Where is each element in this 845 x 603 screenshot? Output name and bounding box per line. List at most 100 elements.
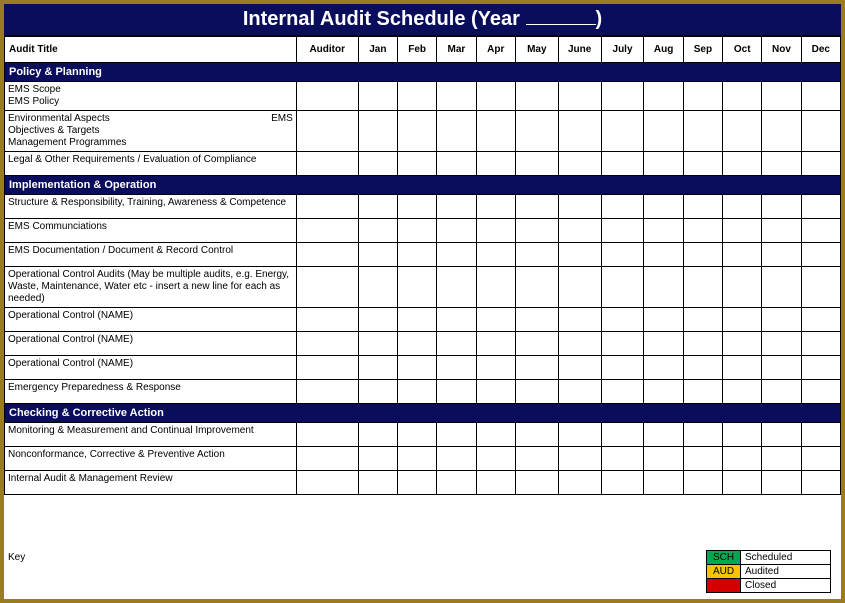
month-cell[interactable] — [801, 243, 840, 267]
month-cell[interactable] — [437, 471, 476, 495]
month-cell[interactable] — [476, 111, 515, 152]
month-cell[interactable] — [358, 447, 397, 471]
month-cell[interactable] — [644, 82, 683, 111]
month-cell[interactable] — [601, 447, 644, 471]
month-cell[interactable] — [801, 332, 840, 356]
month-cell[interactable] — [801, 423, 840, 447]
month-cell[interactable] — [437, 243, 476, 267]
month-cell[interactable] — [437, 308, 476, 332]
month-cell[interactable] — [558, 195, 601, 219]
month-cell[interactable] — [644, 332, 683, 356]
month-cell[interactable] — [683, 219, 722, 243]
month-cell[interactable] — [476, 219, 515, 243]
month-cell[interactable] — [644, 152, 683, 176]
month-cell[interactable] — [515, 308, 558, 332]
month-cell[interactable] — [723, 243, 762, 267]
month-cell[interactable] — [358, 111, 397, 152]
auditor-cell[interactable] — [296, 195, 358, 219]
month-cell[interactable] — [437, 111, 476, 152]
month-cell[interactable] — [397, 82, 436, 111]
month-cell[interactable] — [683, 243, 722, 267]
month-cell[interactable] — [358, 195, 397, 219]
month-cell[interactable] — [683, 267, 722, 308]
auditor-cell[interactable] — [296, 219, 358, 243]
month-cell[interactable] — [476, 423, 515, 447]
month-cell[interactable] — [723, 267, 762, 308]
month-cell[interactable] — [358, 423, 397, 447]
month-cell[interactable] — [558, 380, 601, 404]
month-cell[interactable] — [558, 82, 601, 111]
month-cell[interactable] — [397, 332, 436, 356]
month-cell[interactable] — [397, 243, 436, 267]
month-cell[interactable] — [476, 356, 515, 380]
month-cell[interactable] — [723, 380, 762, 404]
month-cell[interactable] — [358, 471, 397, 495]
month-cell[interactable] — [515, 471, 558, 495]
auditor-cell[interactable] — [296, 82, 358, 111]
month-cell[interactable] — [644, 267, 683, 308]
month-cell[interactable] — [723, 447, 762, 471]
month-cell[interactable] — [515, 195, 558, 219]
month-cell[interactable] — [683, 308, 722, 332]
month-cell[interactable] — [515, 152, 558, 176]
month-cell[interactable] — [601, 267, 644, 308]
month-cell[interactable] — [683, 471, 722, 495]
auditor-cell[interactable] — [296, 447, 358, 471]
month-cell[interactable] — [723, 219, 762, 243]
month-cell[interactable] — [437, 447, 476, 471]
month-cell[interactable] — [437, 82, 476, 111]
auditor-cell[interactable] — [296, 423, 358, 447]
month-cell[interactable] — [515, 219, 558, 243]
month-cell[interactable] — [762, 111, 801, 152]
month-cell[interactable] — [601, 219, 644, 243]
month-cell[interactable] — [358, 152, 397, 176]
month-cell[interactable] — [397, 219, 436, 243]
auditor-cell[interactable] — [296, 111, 358, 152]
month-cell[interactable] — [762, 447, 801, 471]
auditor-cell[interactable] — [296, 243, 358, 267]
month-cell[interactable] — [601, 111, 644, 152]
month-cell[interactable] — [397, 308, 436, 332]
month-cell[interactable] — [723, 82, 762, 111]
month-cell[interactable] — [397, 195, 436, 219]
month-cell[interactable] — [515, 356, 558, 380]
auditor-cell[interactable] — [296, 356, 358, 380]
month-cell[interactable] — [558, 332, 601, 356]
month-cell[interactable] — [723, 195, 762, 219]
month-cell[interactable] — [801, 380, 840, 404]
month-cell[interactable] — [683, 447, 722, 471]
month-cell[interactable] — [644, 308, 683, 332]
month-cell[interactable] — [476, 195, 515, 219]
month-cell[interactable] — [723, 308, 762, 332]
month-cell[interactable] — [397, 447, 436, 471]
auditor-cell[interactable] — [296, 308, 358, 332]
month-cell[interactable] — [476, 243, 515, 267]
month-cell[interactable] — [437, 152, 476, 176]
month-cell[interactable] — [762, 380, 801, 404]
auditor-cell[interactable] — [296, 267, 358, 308]
month-cell[interactable] — [558, 423, 601, 447]
month-cell[interactable] — [762, 219, 801, 243]
month-cell[interactable] — [762, 356, 801, 380]
month-cell[interactable] — [801, 152, 840, 176]
month-cell[interactable] — [558, 471, 601, 495]
auditor-cell[interactable] — [296, 471, 358, 495]
month-cell[interactable] — [683, 111, 722, 152]
month-cell[interactable] — [683, 152, 722, 176]
month-cell[interactable] — [358, 308, 397, 332]
month-cell[interactable] — [801, 195, 840, 219]
month-cell[interactable] — [558, 447, 601, 471]
month-cell[interactable] — [762, 152, 801, 176]
month-cell[interactable] — [601, 243, 644, 267]
month-cell[interactable] — [558, 152, 601, 176]
month-cell[interactable] — [801, 111, 840, 152]
month-cell[interactable] — [801, 308, 840, 332]
month-cell[interactable] — [601, 195, 644, 219]
month-cell[interactable] — [644, 447, 683, 471]
auditor-cell[interactable] — [296, 152, 358, 176]
month-cell[interactable] — [644, 195, 683, 219]
month-cell[interactable] — [801, 267, 840, 308]
month-cell[interactable] — [723, 332, 762, 356]
month-cell[interactable] — [437, 423, 476, 447]
month-cell[interactable] — [762, 423, 801, 447]
